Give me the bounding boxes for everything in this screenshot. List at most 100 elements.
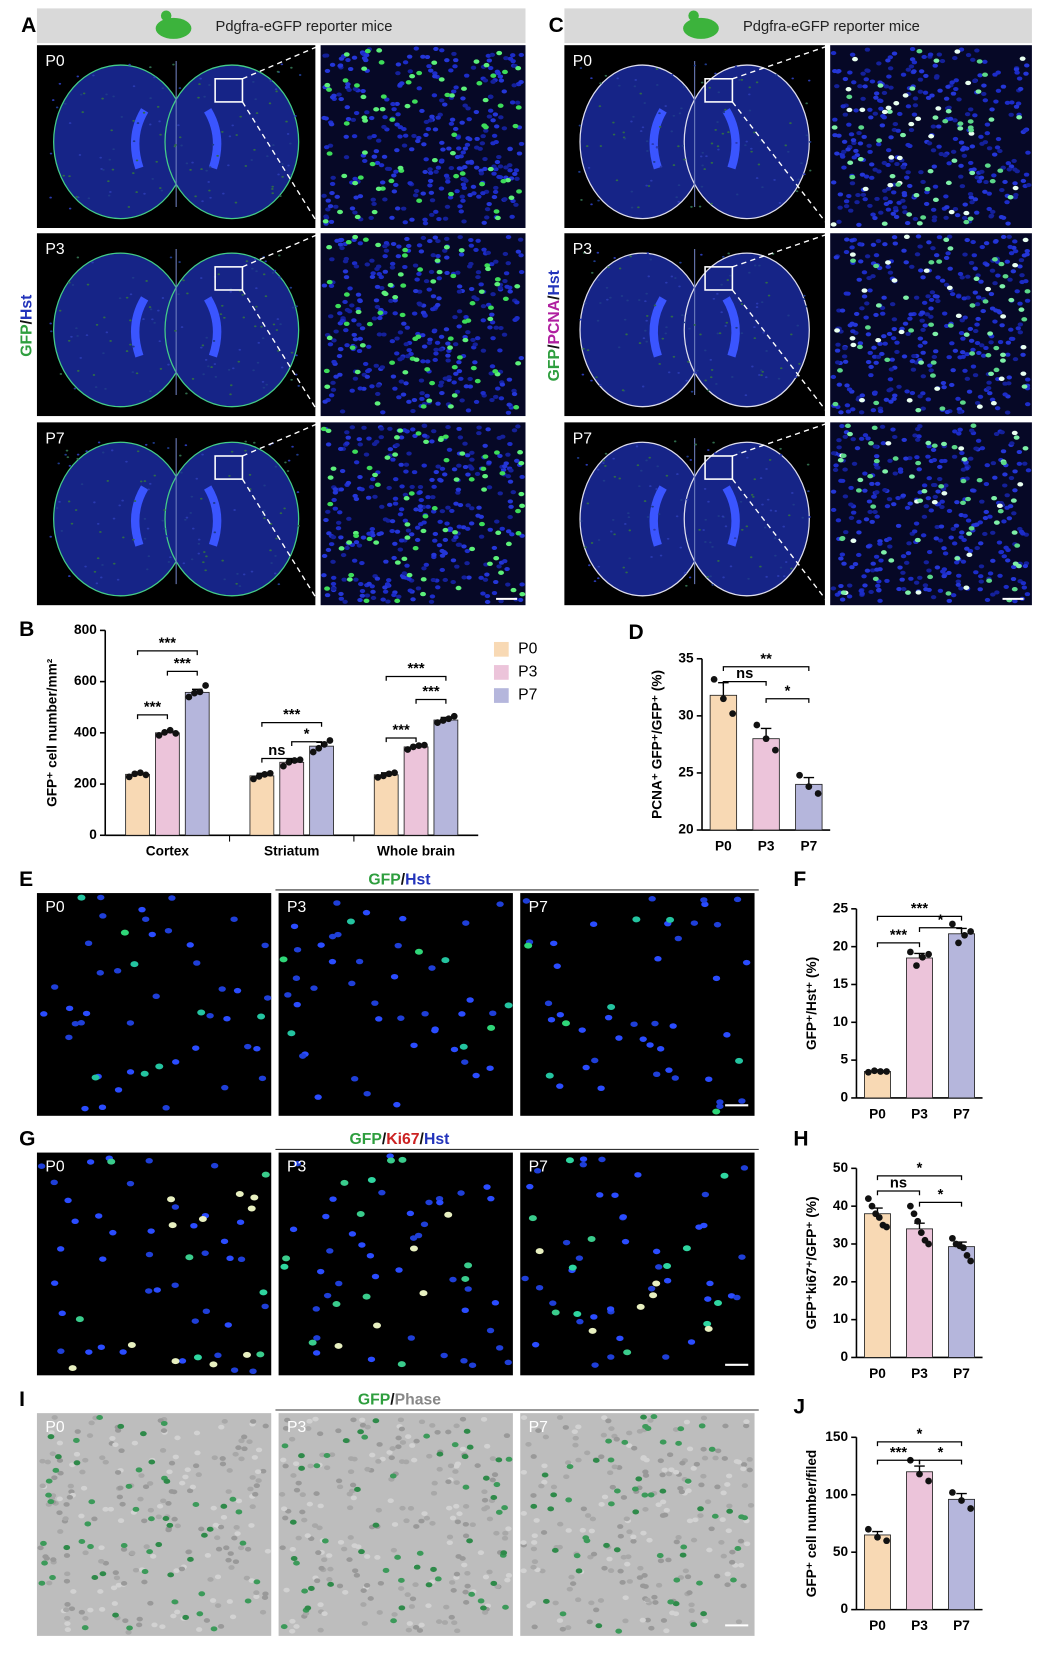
cell [170, 1613, 177, 1619]
cell [448, 191, 454, 197]
cell [515, 508, 521, 514]
cell [227, 1551, 234, 1556]
cell [730, 1577, 737, 1583]
sig-label: ns [736, 666, 753, 682]
cell [428, 68, 434, 73]
cell [262, 1423, 269, 1429]
cell [581, 373, 585, 376]
cell [662, 1354, 670, 1360]
cell [468, 238, 474, 243]
cell [364, 1424, 371, 1430]
cell [677, 200, 680, 203]
data-point [883, 1068, 890, 1075]
cell [459, 1446, 467, 1452]
cell [498, 115, 504, 120]
cell [339, 468, 346, 474]
inset-box [704, 78, 734, 103]
cell [505, 1456, 513, 1462]
cell [148, 931, 156, 938]
cell [144, 443, 148, 446]
cell [152, 441, 155, 444]
cell [379, 106, 386, 112]
cell [607, 1457, 615, 1463]
cell [431, 328, 438, 333]
cell [378, 1189, 386, 1196]
cell [873, 360, 879, 365]
cell [522, 898, 531, 904]
cell [443, 457, 450, 463]
cell [462, 920, 470, 926]
cell [331, 359, 337, 364]
cell [947, 246, 954, 251]
cell [451, 393, 458, 398]
cell [1012, 249, 1019, 254]
cell [748, 271, 751, 274]
cell [949, 292, 956, 297]
cell [95, 1213, 103, 1219]
cell [376, 532, 382, 537]
cell [927, 574, 934, 580]
cell [275, 90, 278, 93]
cell [456, 284, 463, 289]
cell [389, 529, 395, 534]
cell [718, 332, 722, 335]
cell [935, 489, 941, 494]
cell [966, 389, 973, 394]
cell [371, 201, 377, 206]
data-point [391, 769, 398, 777]
cell [652, 160, 656, 163]
cell [918, 69, 925, 74]
cell [861, 294, 868, 299]
cell [639, 130, 643, 133]
cell [155, 1063, 164, 1070]
cell [491, 133, 498, 138]
cell [657, 1458, 664, 1464]
header-bar [36, 8, 526, 44]
cell [1021, 384, 1028, 389]
cell [397, 1015, 405, 1021]
cell [646, 150, 649, 152]
cell [454, 1461, 462, 1467]
cell [466, 1538, 473, 1544]
cell [763, 526, 767, 529]
cell [760, 301, 764, 304]
cell [740, 1466, 747, 1472]
data-point [450, 712, 458, 720]
cell [876, 587, 882, 592]
cell [458, 252, 465, 257]
cell [1009, 441, 1015, 446]
cell [850, 329, 856, 334]
cell [881, 109, 888, 115]
cell [364, 110, 370, 115]
cell [864, 325, 871, 330]
cell [847, 160, 854, 165]
cell [289, 1519, 297, 1525]
cell [325, 428, 332, 433]
cell [135, 159, 139, 162]
cell [459, 171, 466, 176]
cell [138, 906, 146, 913]
cell [1012, 357, 1019, 362]
cell [622, 1595, 629, 1601]
cell [627, 516, 631, 519]
cell [57, 1348, 65, 1354]
cell [937, 464, 943, 469]
cell [939, 59, 946, 64]
cell [77, 1020, 85, 1026]
cell [367, 135, 373, 140]
cell [784, 561, 788, 564]
cell [409, 73, 416, 79]
panel-letter: A [21, 14, 36, 37]
cell [830, 180, 837, 185]
cell [952, 136, 959, 141]
cell [293, 1160, 302, 1167]
y-tick-label: 100 [825, 1486, 848, 1501]
cell [425, 359, 431, 364]
cell [891, 326, 898, 332]
cell [1013, 435, 1020, 440]
cell [835, 342, 841, 347]
cell [416, 86, 423, 91]
cell [73, 387, 77, 390]
cell [455, 270, 461, 275]
cell [759, 140, 763, 143]
